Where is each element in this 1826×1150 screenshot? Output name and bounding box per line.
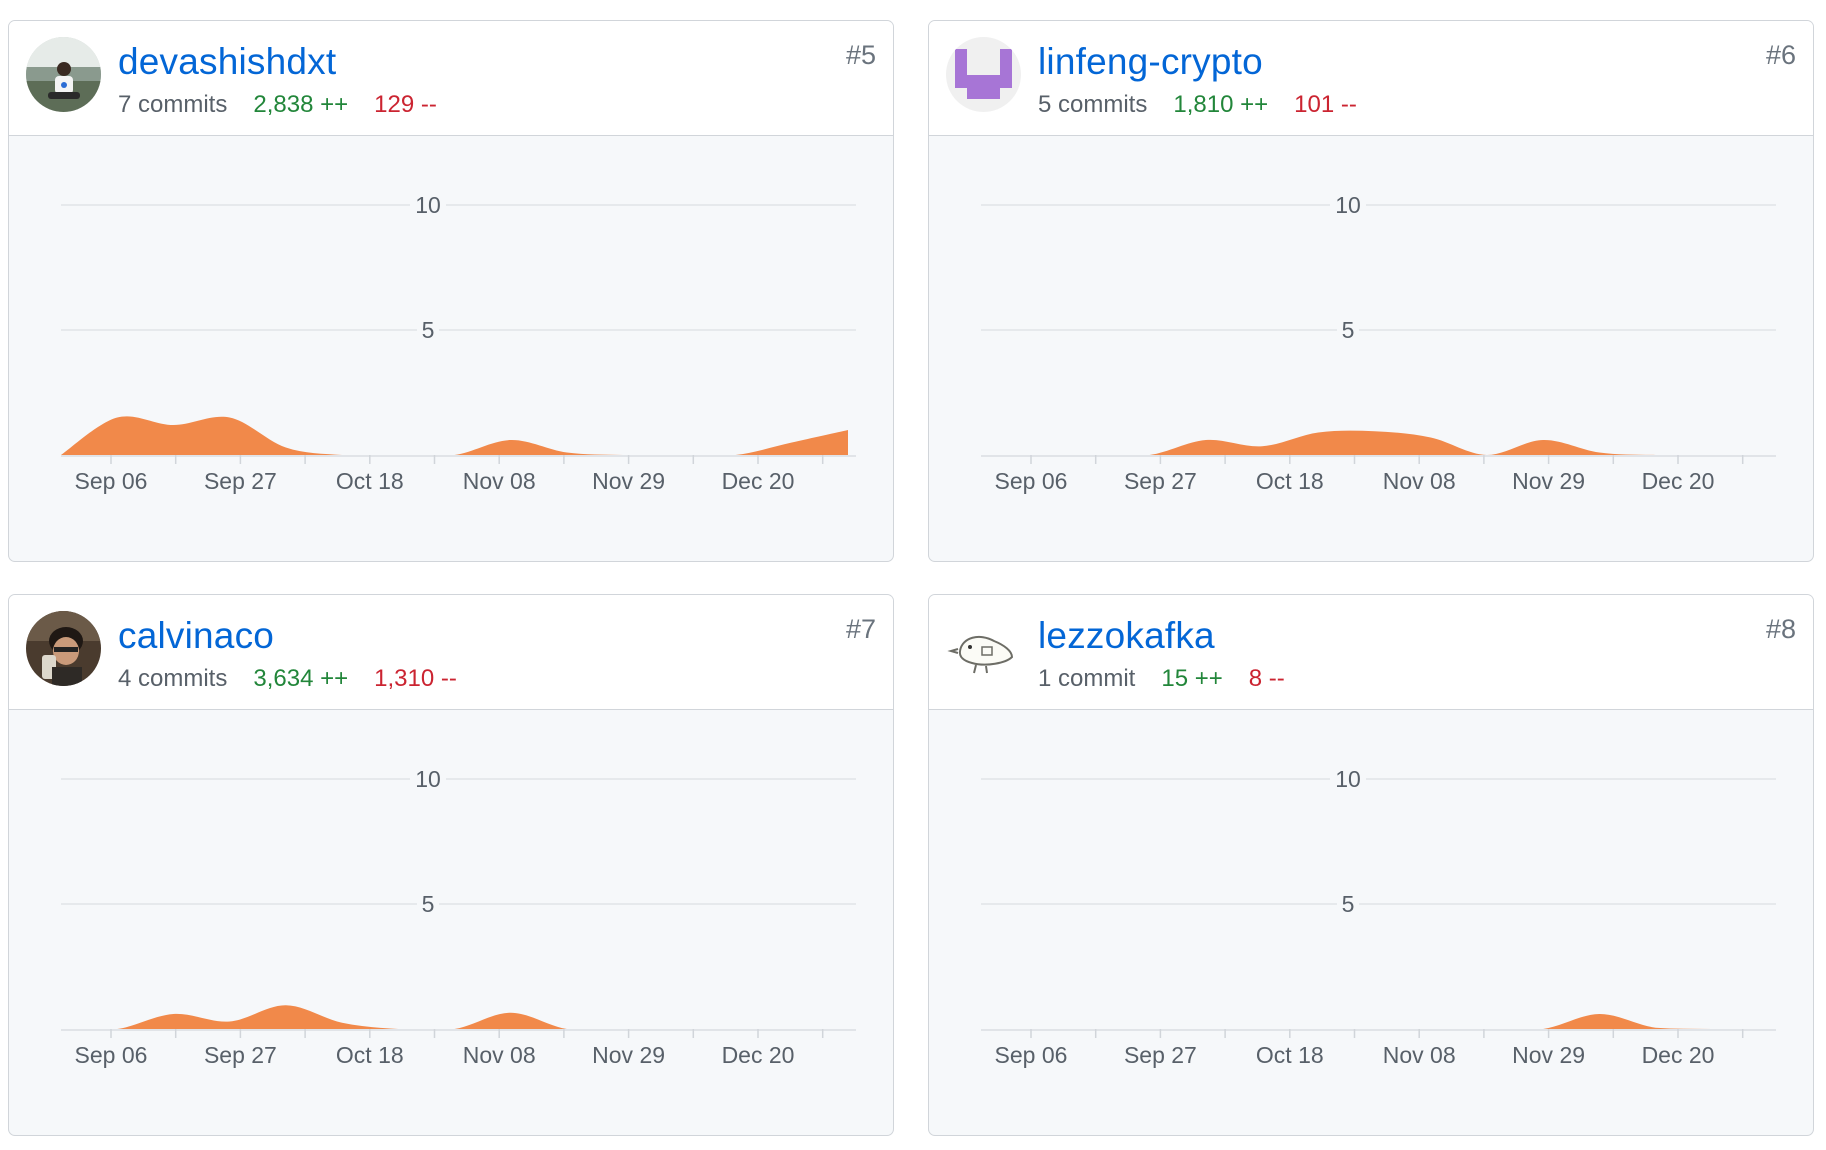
username-link[interactable]: lezzokafka: [1038, 615, 1215, 656]
rank-label: #7: [845, 614, 876, 644]
y-tick-label: 10: [1335, 766, 1361, 792]
y-tick-label: 10: [1335, 192, 1361, 218]
card-header: calvinaco 4 commits 3,634 ++ 1,310 -- #7: [9, 595, 893, 710]
y-tick-label: 5: [1342, 891, 1355, 917]
additions-count: 2,838 ++: [253, 91, 349, 118]
username-link[interactable]: linfeng-crypto: [1038, 41, 1263, 82]
commits-count[interactable]: 7 commits: [118, 91, 228, 118]
rank-label: #5: [845, 40, 876, 70]
x-tick-label: Dec 20: [722, 468, 795, 494]
x-tick-label: Sep 27: [204, 1042, 277, 1068]
commit-activity-chart: 5 10 Sep 06 Sep 27 Oct 18 Nov 08 Nov 29 Dec 20: [981, 192, 1776, 494]
deletions-count: 1,310 --: [374, 665, 457, 692]
x-tick-label: Dec 20: [1642, 468, 1715, 494]
contributor-card: devashishdxt 7 commits 2,838 ++ 129 -- #5 …: [8, 20, 894, 562]
y-tick-label: 10: [415, 766, 441, 792]
rank-label: #8: [1765, 614, 1796, 644]
card-header: linfeng-crypto 5 commits 1,810 ++ 101 -- #…: [929, 21, 1813, 136]
tick-label-bg: [1337, 317, 1359, 343]
identicon-avatar[interactable]: [946, 37, 1021, 112]
x-tick-label: Sep 06: [995, 468, 1068, 494]
x-tick-label: Sep 06: [995, 1042, 1068, 1068]
additions-count: 3,634 ++: [253, 665, 349, 692]
commit-activity-chart: 5 10 Sep 06 Sep 27 Oct 18 Nov 08 Nov 29 Dec 20: [61, 192, 856, 494]
x-tick-label: Oct 18: [1256, 468, 1324, 494]
x-tick-label: Sep 27: [1124, 468, 1197, 494]
deletions-count: 8 --: [1248, 665, 1285, 692]
x-tick-label: Sep 27: [204, 468, 277, 494]
contribution-stats: 4 commits 3,634 ++ 1,310 --: [118, 665, 483, 693]
x-tick-label: Oct 18: [336, 1042, 404, 1068]
tick-label-bg: [417, 317, 439, 343]
x-tick-label: Nov 08: [1383, 1042, 1456, 1068]
contributor-card: linfeng-crypto 5 commits 1,810 ++ 101 -- #…: [928, 20, 1814, 562]
tick-label-bg: [410, 192, 446, 218]
username-link[interactable]: devashishdxt: [118, 41, 337, 82]
commits-count[interactable]: 4 commits: [118, 665, 228, 692]
x-tick-label: Nov 08: [463, 1042, 536, 1068]
commit-area: [981, 1013, 1768, 1029]
card-header: devashishdxt 7 commits 2,838 ++ 129 -- #5: [9, 21, 893, 136]
commits-count[interactable]: 5 commits: [1038, 91, 1148, 118]
x-tick-label: Dec 20: [722, 1042, 795, 1068]
person-photo-avatar[interactable]: [26, 37, 101, 112]
contributor-card: lezzokafka 1 commit 15 ++ 8 -- #8 5 10 Sep 0…: [928, 594, 1814, 1136]
person-photo-avatar[interactable]: [26, 611, 101, 686]
x-tick-label: Nov 29: [1512, 1042, 1585, 1068]
contribution-stats: 5 commits 1,810 ++ 101 --: [1038, 91, 1383, 119]
commit-area: [61, 416, 848, 455]
y-tick-label: 10: [415, 192, 441, 218]
y-tick-label: 5: [1342, 317, 1355, 343]
x-tick-label: Oct 18: [336, 468, 404, 494]
card-header: lezzokafka 1 commit 15 ++ 8 -- #8: [929, 595, 1813, 710]
x-tick-label: Dec 20: [1642, 1042, 1715, 1068]
commit-activity-chart: 5 10 Sep 06 Sep 27 Oct 18 Nov 08 Nov 29 Dec 20: [61, 766, 856, 1068]
x-tick-label: Nov 29: [592, 1042, 665, 1068]
tick-label-bg: [1330, 766, 1366, 792]
x-tick-label: Oct 18: [1256, 1042, 1324, 1068]
commits-count[interactable]: 1 commit: [1038, 665, 1136, 692]
additions-count: 15 ++: [1161, 665, 1223, 692]
deletions-count: 101 --: [1294, 91, 1357, 118]
contribution-stats: 7 commits 2,838 ++ 129 --: [118, 91, 463, 119]
rank-label: #6: [1765, 40, 1796, 70]
x-tick-label: Nov 29: [1512, 468, 1585, 494]
y-tick-label: 5: [422, 317, 435, 343]
tick-label-bg: [1337, 891, 1359, 917]
contribution-stats: 1 commit 15 ++ 8 --: [1038, 665, 1311, 693]
tick-label-bg: [417, 891, 439, 917]
contributor-card: calvinaco 4 commits 3,634 ++ 1,310 -- #7 5…: [8, 594, 894, 1136]
commit-area: [61, 1005, 848, 1029]
y-tick-label: 5: [422, 891, 435, 917]
username-link[interactable]: calvinaco: [118, 615, 275, 656]
x-tick-label: Sep 27: [1124, 1042, 1197, 1068]
deletions-count: 129 --: [374, 91, 437, 118]
bird-sketch-avatar[interactable]: [946, 611, 1021, 686]
x-tick-label: Nov 29: [592, 468, 665, 494]
x-tick-label: Sep 06: [75, 1042, 148, 1068]
x-tick-label: Nov 08: [463, 468, 536, 494]
x-tick-label: Sep 06: [75, 468, 148, 494]
tick-label-bg: [410, 766, 446, 792]
commit-activity-chart: 5 10 Sep 06 Sep 27 Oct 18 Nov 08 Nov 29 Dec 20: [981, 766, 1776, 1068]
x-tick-label: Nov 08: [1383, 468, 1456, 494]
tick-label-bg: [1330, 192, 1366, 218]
additions-count: 1,810 ++: [1173, 91, 1269, 118]
commit-area: [981, 430, 1768, 455]
